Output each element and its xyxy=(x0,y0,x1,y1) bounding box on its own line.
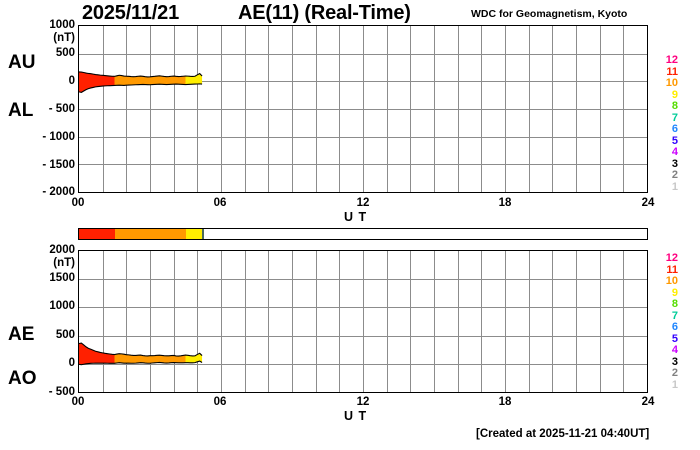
legend-level-6: 6 xyxy=(671,321,678,333)
legend-level-8: 8 xyxy=(671,298,678,310)
chart-title: AE(11) (Real-Time) xyxy=(238,2,411,24)
legend-level-7: 7 xyxy=(671,111,678,124)
legend-level-4: 4 xyxy=(671,146,678,158)
top-ytick-500: 500 xyxy=(55,47,75,59)
top-ytick-minus1500: - 1500 xyxy=(42,159,75,171)
top-ytick-minus500: - 500 xyxy=(48,103,75,115)
legend-level-2: 2 xyxy=(671,367,678,379)
legend-level-10: 10 xyxy=(665,77,678,89)
top-ytick-minus1000: - 1000 xyxy=(42,131,75,143)
colorbar-segment xyxy=(150,229,186,239)
legend-level-1: 1 xyxy=(671,378,678,391)
top-xtick-06: 06 xyxy=(213,197,227,209)
legend-level-6: 6 xyxy=(671,123,678,135)
legend-level-9: 9 xyxy=(671,88,678,101)
legend-level-11: 11 xyxy=(666,263,678,276)
legend-level-7: 7 xyxy=(671,309,678,322)
bot-ytick-minus500: - 500 xyxy=(48,386,75,398)
panel-au-al xyxy=(78,25,648,193)
top-panel-grid xyxy=(79,26,647,192)
label-ao: AO xyxy=(8,368,37,389)
bot-xtick-24: 24 xyxy=(641,396,655,408)
bot-unit-label: (nT) xyxy=(53,257,75,269)
top-xtick-24: 24 xyxy=(641,197,655,209)
bottom-panel-data xyxy=(79,342,203,366)
top-ytick-minus2000: - 2000 xyxy=(42,186,75,198)
top-xaxis-label: U T xyxy=(344,210,368,224)
bot-xtick-18: 18 xyxy=(498,396,512,408)
top-xtick-12: 12 xyxy=(356,197,370,209)
label-ae: AE xyxy=(8,324,35,345)
colorbar-segment xyxy=(114,229,150,239)
top-ytick-1000: 1000 xyxy=(49,19,75,31)
legend-level-4: 4 xyxy=(671,344,678,356)
top-xtick-00: 00 xyxy=(71,197,85,209)
bottom-panel-grid xyxy=(79,251,647,392)
created-timestamp: [Created at 2025-11-21 04:40UT] xyxy=(476,428,650,440)
legend-level-3: 3 xyxy=(671,355,678,368)
top-unit-label: (nT) xyxy=(53,32,75,44)
bot-xaxis-label: U T xyxy=(344,409,368,423)
colorbar-segment xyxy=(79,229,115,239)
label-au: AU xyxy=(8,52,36,73)
legend-level-8: 8 xyxy=(671,100,678,112)
legend-level-10: 10 xyxy=(665,275,678,287)
chart-date: 2025/11/21 xyxy=(82,2,179,24)
bot-ytick-1500: 1500 xyxy=(49,272,75,284)
bot-ytick-500: 500 xyxy=(55,329,75,341)
label-al: AL xyxy=(8,100,34,121)
bot-ytick-0: 0 xyxy=(68,357,75,369)
legend-level-5: 5 xyxy=(671,134,678,147)
legend-level-12: 12 xyxy=(665,252,678,264)
bot-xtick-06: 06 xyxy=(213,396,227,408)
chart-credit: WDC for Geomagnetism, Kyoto xyxy=(471,8,628,20)
colorbar-end-marker xyxy=(202,229,205,239)
bot-xtick-00: 00 xyxy=(71,396,85,408)
legend-level-11: 11 xyxy=(666,65,678,78)
bot-ytick-1000: 1000 xyxy=(49,300,75,312)
bot-ytick-2000: 2000 xyxy=(49,244,75,256)
top-panel-data xyxy=(79,71,203,93)
panel-ae-ao xyxy=(78,250,648,393)
legend-level-12: 12 xyxy=(665,54,678,66)
legend-level-9: 9 xyxy=(671,286,678,299)
top-xtick-18: 18 xyxy=(498,197,512,209)
legend-level-2: 2 xyxy=(671,169,678,181)
activity-colorbar xyxy=(78,228,648,240)
legend-level-1: 1 xyxy=(671,180,678,193)
top-ytick-0: 0 xyxy=(68,75,75,87)
legend-level-5: 5 xyxy=(671,332,678,345)
legend-level-3: 3 xyxy=(671,157,678,170)
colorbar-segment xyxy=(185,229,203,239)
bot-xtick-12: 12 xyxy=(356,396,370,408)
